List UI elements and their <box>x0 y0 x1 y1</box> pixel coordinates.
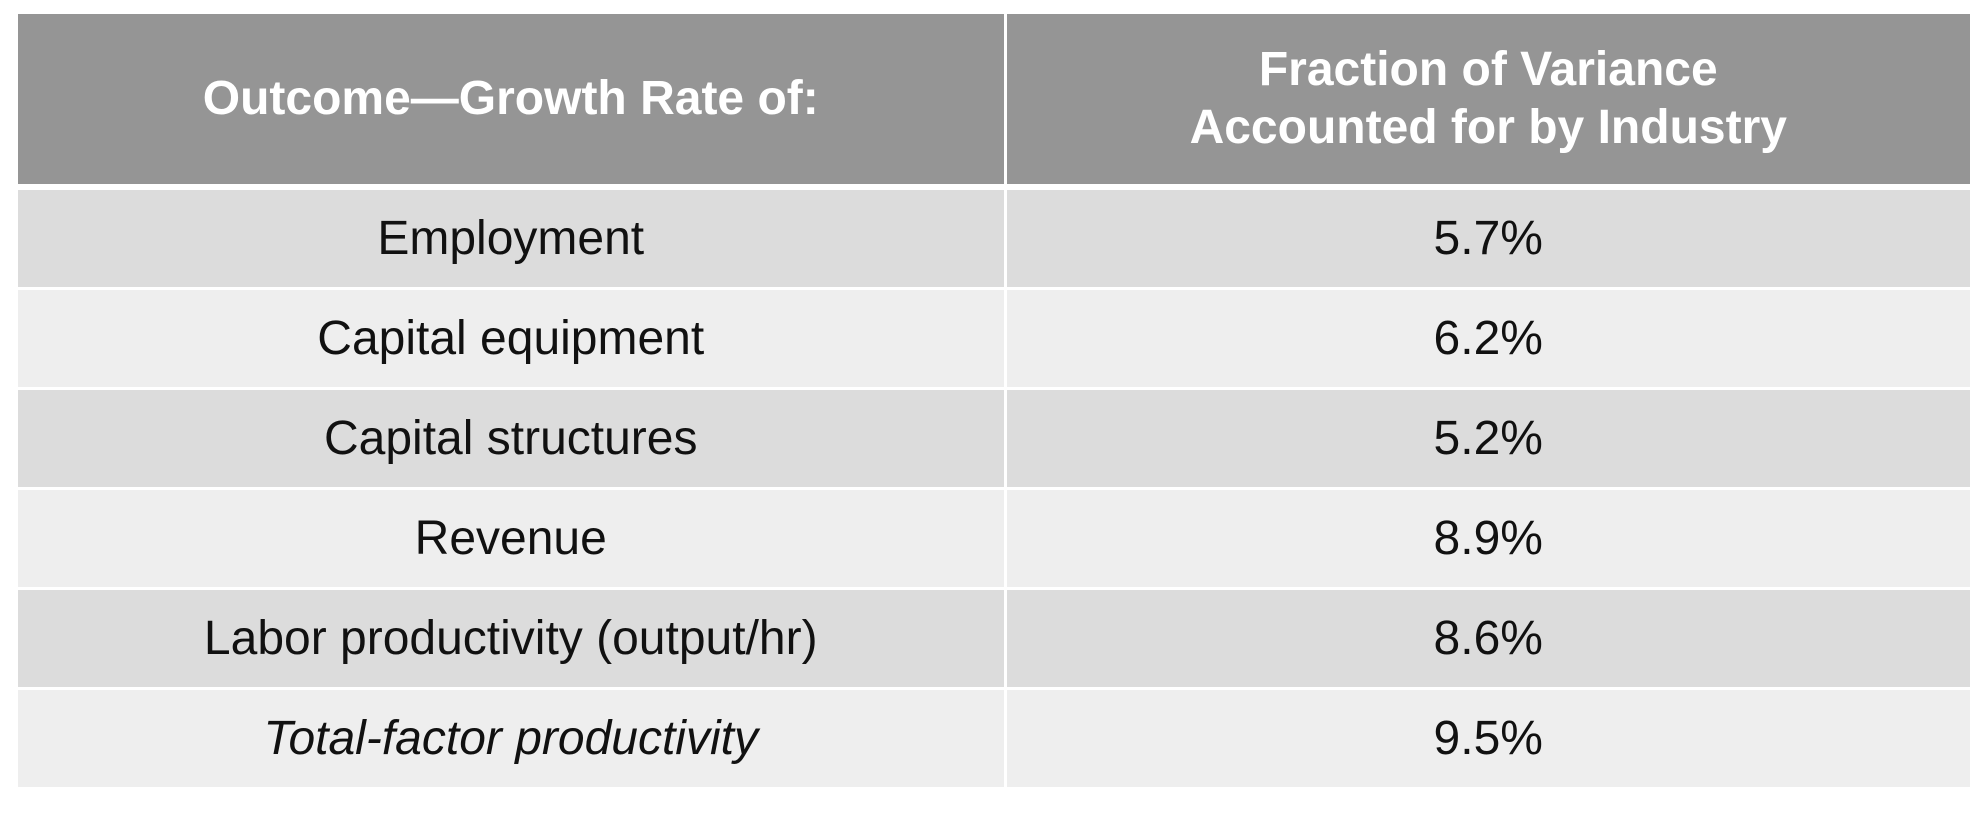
table-row: Capital equipment 6.2% <box>18 288 1970 390</box>
header-outcome: Outcome—Growth Rate of: <box>18 14 1007 190</box>
table-row: Revenue 8.9% <box>18 488 1970 590</box>
table-body: Employment 5.7% Capital equipment 6.2% C… <box>18 187 1970 790</box>
outcome-cell: Total-factor productivity <box>18 688 1007 790</box>
outcome-cell: Capital structures <box>18 388 1007 490</box>
value-cell: 6.2% <box>1005 288 1970 390</box>
outcome-cell: Labor productivity (output/hr) <box>18 588 1007 690</box>
header-row: Outcome—Growth Rate of: Fraction of Vari… <box>18 14 1970 190</box>
header-fraction-line1: Fraction of Variance <box>1258 43 1718 96</box>
table-row: Labor productivity (output/hr) 8.6% <box>18 588 1970 690</box>
table-row: Total-factor productivity 9.5% <box>18 688 1970 790</box>
value-cell: 8.6% <box>1005 588 1970 690</box>
value-cell: 5.7% <box>1005 187 1970 290</box>
value-cell: 9.5% <box>1005 688 1970 790</box>
outcome-cell: Capital equipment <box>18 288 1007 390</box>
outcome-cell: Revenue <box>18 488 1007 590</box>
table-header: Outcome—Growth Rate of: Fraction of Vari… <box>18 14 1970 190</box>
variance-table-container: Outcome—Growth Rate of: Fraction of Vari… <box>18 14 1970 790</box>
value-cell: 8.9% <box>1005 488 1970 590</box>
variance-table: Outcome—Growth Rate of: Fraction of Vari… <box>18 14 1970 790</box>
header-fraction-line2: Accounted for by Industry <box>1189 101 1787 154</box>
header-outcome-label: Outcome—Growth Rate of: <box>202 72 819 125</box>
value-cell: 5.2% <box>1005 388 1970 490</box>
table-row: Employment 5.7% <box>18 187 1970 290</box>
table-row: Capital structures 5.2% <box>18 388 1970 490</box>
outcome-cell: Employment <box>18 187 1007 290</box>
header-fraction: Fraction of Variance Accounted for by In… <box>1005 14 1970 190</box>
